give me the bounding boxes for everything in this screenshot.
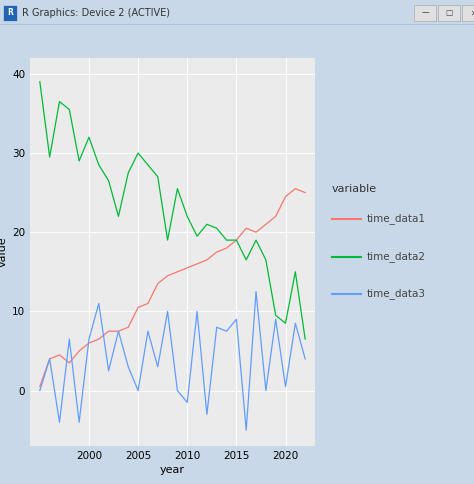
- Text: ✕: ✕: [470, 9, 474, 17]
- Text: □: □: [446, 9, 453, 17]
- Bar: [438, 5, 460, 21]
- Text: R Graphics: Device 2 (ACTIVE): R Graphics: Device 2 (ACTIVE): [22, 7, 170, 17]
- Text: —: —: [421, 9, 429, 17]
- Text: time_data2: time_data2: [366, 251, 426, 262]
- Text: time_data3: time_data3: [366, 288, 426, 300]
- X-axis label: year: year: [160, 465, 185, 475]
- Bar: [3, 5, 17, 21]
- Y-axis label: value: value: [0, 237, 8, 267]
- Text: variable: variable: [331, 184, 377, 195]
- Bar: [462, 5, 474, 21]
- Text: R: R: [7, 8, 13, 17]
- Bar: [414, 5, 436, 21]
- Text: time_data1: time_data1: [366, 213, 426, 225]
